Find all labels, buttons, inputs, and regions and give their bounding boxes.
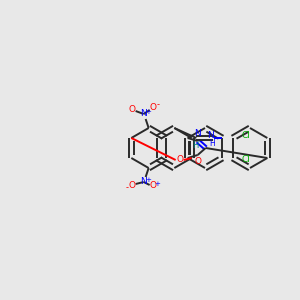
Text: N: N: [140, 178, 147, 187]
Text: N: N: [194, 130, 201, 139]
Text: O: O: [176, 155, 183, 164]
Text: N: N: [207, 130, 214, 140]
Text: O: O: [194, 158, 201, 166]
Text: -: -: [125, 184, 128, 193]
Text: O: O: [149, 182, 156, 190]
Text: H: H: [192, 142, 199, 151]
Text: +: +: [155, 181, 161, 187]
Text: -: -: [156, 100, 159, 109]
Text: O: O: [128, 106, 135, 115]
Text: Cl: Cl: [242, 155, 250, 164]
Text: Cl: Cl: [242, 131, 250, 140]
Text: O: O: [128, 181, 135, 190]
Text: N: N: [140, 110, 147, 118]
Text: +: +: [146, 109, 152, 115]
Text: O: O: [149, 103, 156, 112]
Text: H: H: [209, 139, 215, 148]
Text: +: +: [146, 177, 152, 183]
